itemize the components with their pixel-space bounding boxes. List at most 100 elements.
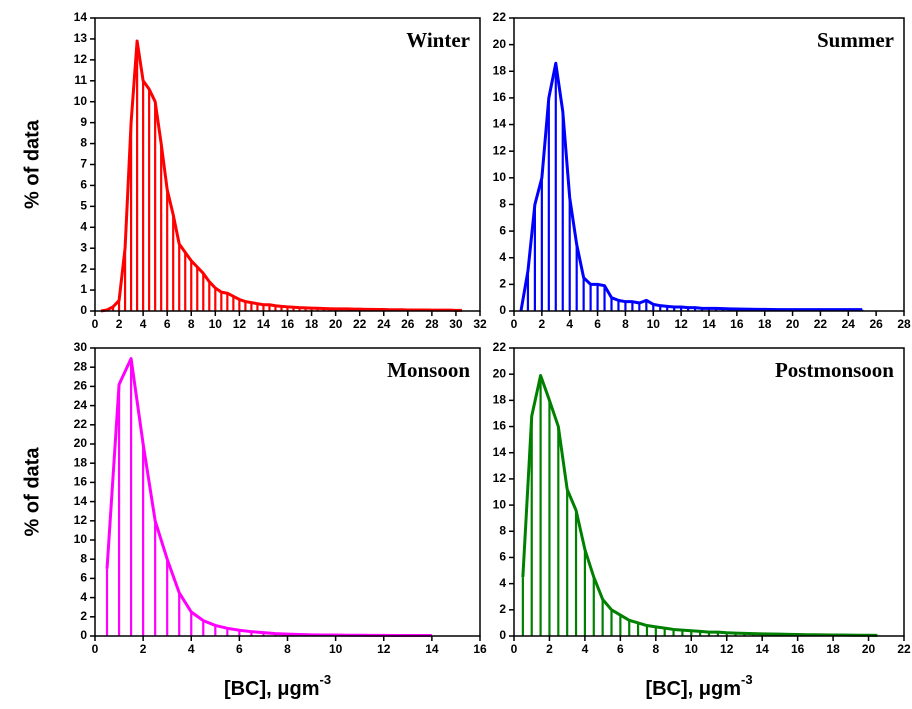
x-tick-label: 16 (281, 317, 295, 331)
y-tick-label: 5 (80, 199, 87, 213)
x-tick-label: 10 (209, 317, 223, 331)
x-axis-label-text: [BC], μgm (224, 678, 320, 700)
y-tick-label: 20 (493, 37, 507, 51)
y-tick-label: 8 (80, 136, 87, 150)
x-tick-label: 20 (786, 317, 800, 331)
x-tick-label: 12 (233, 317, 247, 331)
y-tick-label: 2 (499, 277, 506, 291)
x-axis-label-text: [BC], μgm (645, 678, 741, 700)
x-tick-label: 14 (756, 642, 770, 656)
x-tick-label: 2 (546, 642, 553, 656)
x-tick-label: 16 (730, 317, 744, 331)
x-tick-label: 6 (236, 642, 243, 656)
x-tick-label: 4 (188, 642, 195, 656)
x-tick-label: 4 (140, 317, 147, 331)
x-tick-label: 22 (814, 317, 828, 331)
plot-frame (94, 347, 481, 637)
x-tick-label: 8 (622, 317, 629, 331)
x-tick-label: 0 (511, 642, 518, 656)
x-tick-label: 10 (685, 642, 699, 656)
y-tick-label: 13 (74, 31, 88, 45)
x-tick-label: 32 (473, 317, 487, 331)
x-tick-label: 12 (377, 642, 391, 656)
y-tick-label: 2 (80, 609, 87, 623)
y-tick-label: 16 (493, 90, 507, 104)
y-tick-label: 12 (493, 471, 507, 485)
x-tick-label: 6 (164, 317, 171, 331)
x-tick-label: 8 (284, 642, 291, 656)
x-tick-label: 16 (791, 642, 805, 656)
y-axis-label: % of data (21, 119, 43, 209)
x-axis-label: [BC], μgm-3 (224, 672, 331, 700)
y-tick-label: 14 (74, 494, 88, 508)
x-tick-label: 6 (617, 642, 624, 656)
y-tick-label: 18 (74, 455, 88, 469)
y-tick-label: 4 (80, 590, 87, 604)
x-tick-label: 0 (92, 642, 99, 656)
x-axis-label-superscript: -3 (320, 672, 332, 687)
x-tick-label: 10 (647, 317, 661, 331)
plot-frame (513, 347, 905, 637)
y-tick-label: 1 (80, 282, 87, 296)
y-tick-label: 4 (499, 576, 506, 590)
x-tick-label: 12 (720, 642, 734, 656)
x-tick-label: 14 (702, 317, 716, 331)
y-tick-label: 6 (80, 571, 87, 585)
x-tick-label: 18 (305, 317, 319, 331)
data-line (100, 39, 462, 313)
y-tick-label: 10 (493, 497, 507, 511)
y-tick-label: 3 (80, 240, 87, 254)
x-axis-label: [BC], μgm-3 (645, 672, 752, 700)
y-tick-label: 4 (499, 250, 506, 264)
x-tick-label: 28 (425, 317, 439, 331)
y-tick-label: 10 (74, 532, 88, 546)
plot-frame (94, 17, 481, 312)
y-tick-label: 20 (74, 436, 88, 450)
y-tick-label: 30 (74, 340, 88, 354)
x-tick-label: 2 (140, 642, 147, 656)
x-tick-label: 4 (566, 317, 573, 331)
panel-title: Postmonsoon (775, 358, 894, 382)
y-tick-label: 8 (499, 523, 506, 537)
y-tick-label: 11 (74, 73, 87, 87)
y-tick-label: 28 (74, 359, 88, 373)
y-axis-label: % of data (21, 447, 43, 537)
x-tick-label: 26 (869, 317, 883, 331)
x-tick-label: 30 (449, 317, 463, 331)
y-tick-label: 14 (493, 117, 507, 131)
x-tick-label: 24 (377, 317, 391, 331)
y-tick-label: 14 (493, 445, 507, 459)
y-tick-label: 2 (80, 261, 87, 275)
x-tick-label: 0 (92, 317, 99, 331)
x-tick-label: 24 (842, 317, 856, 331)
data-line (519, 61, 863, 312)
y-tick-label: 14 (74, 10, 88, 24)
x-tick-label: 20 (862, 642, 876, 656)
x-tick-label: 2 (539, 317, 546, 331)
y-tick-label: 12 (74, 513, 88, 527)
y-tick-label: 10 (74, 94, 88, 108)
y-tick-label: 7 (80, 157, 87, 171)
x-tick-label: 10 (329, 642, 343, 656)
y-tick-label: 20 (493, 366, 507, 380)
y-tick-label: 18 (493, 63, 507, 77)
y-tick-label: 8 (499, 197, 506, 211)
y-tick-label: 6 (499, 550, 506, 564)
y-tick-label: 24 (74, 398, 88, 412)
x-axis-label-superscript: -3 (741, 672, 753, 687)
x-tick-label: 18 (758, 317, 772, 331)
x-tick-label: 14 (257, 317, 271, 331)
y-tick-label: 22 (493, 340, 507, 354)
y-tick-label: 12 (493, 143, 507, 157)
data-line (521, 373, 878, 637)
y-tick-label: 4 (80, 219, 87, 233)
y-tick-label: 9 (80, 115, 87, 129)
y-tick-label: 18 (493, 393, 507, 407)
x-tick-label: 18 (826, 642, 840, 656)
x-tick-label: 4 (582, 642, 589, 656)
y-tick-label: 6 (499, 223, 506, 237)
x-tick-label: 12 (674, 317, 688, 331)
x-tick-label: 22 (353, 317, 367, 331)
y-tick-label: 6 (80, 178, 87, 192)
y-tick-label: 10 (493, 170, 507, 184)
